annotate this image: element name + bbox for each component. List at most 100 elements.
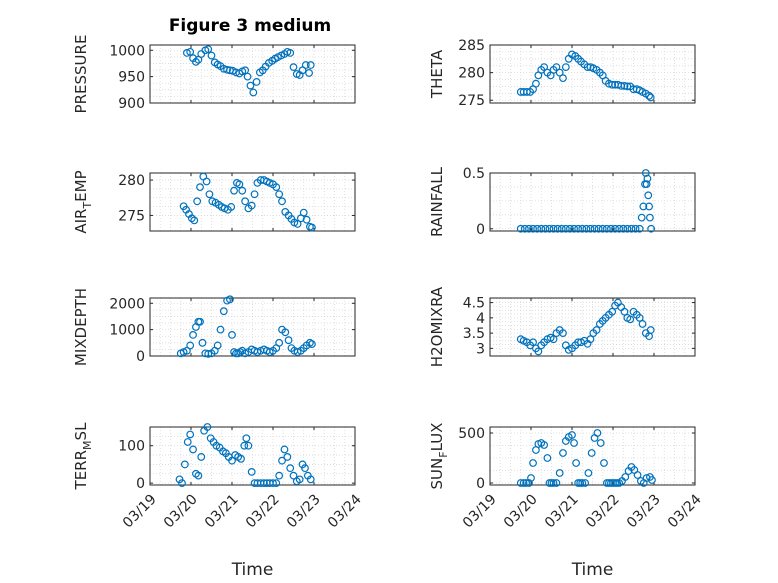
data-series [516,50,655,102]
y-tick-label: 0.5 [463,166,485,182]
y-tick-label: 4.5 [463,296,485,312]
axes-box [489,44,696,104]
data-point [180,460,189,469]
data-point [295,475,304,484]
data-point [252,78,261,86]
data-point [561,224,570,233]
data-point [638,320,647,328]
x-axis-label: Time [571,560,614,580]
data-point [593,429,602,437]
y-tick-label: 100 [118,439,145,455]
data-point [646,326,655,334]
data-point [275,190,284,199]
data-point [620,307,629,316]
grid [490,172,695,231]
data-point [611,224,619,233]
data-point [198,338,207,347]
data-point [566,224,574,233]
data-point [600,459,608,467]
data-point [247,201,256,210]
data-point [242,434,251,443]
data-point [275,471,284,480]
data-point [269,479,277,488]
data-point [522,479,530,487]
data-point [202,177,211,186]
data-point [516,479,525,487]
data-point [260,479,268,488]
data-point [228,456,236,465]
data-point [525,224,533,233]
data-point [302,215,311,224]
y-tick-label: 3.5 [463,326,485,342]
data-point [557,224,566,233]
data-point [587,449,596,457]
data-point [615,224,624,233]
data-point [540,63,549,71]
data-series [182,45,315,97]
data-point [194,471,203,480]
axes-box [489,172,696,232]
data-point [516,224,525,233]
data-point [637,213,646,222]
data-point [602,224,611,233]
data-point [643,174,652,183]
figure-title: Figure 3 medium [169,16,331,36]
data-point [619,224,628,233]
data-point [540,441,549,449]
data-point [570,439,578,447]
data-point [555,68,564,77]
data-point [284,336,293,345]
data-series [175,423,315,488]
data-point [237,454,245,463]
x-tick-label: 03/22 [583,491,623,531]
data-point [207,51,216,60]
data-point [183,438,192,446]
data-point [635,224,644,233]
y-tick-label: 3 [476,341,485,357]
data-point [306,475,315,484]
data-point [532,79,540,88]
data-series [516,429,656,487]
data-point [283,453,292,461]
data-point [249,88,258,97]
y-axis-label: THETA [428,49,446,99]
data-point [227,203,236,211]
data-point [583,63,592,71]
data-point [534,347,543,356]
axes-box [489,297,696,357]
data-point [187,214,196,223]
data-point [244,441,253,450]
y-axis-label: AIRTEMP [72,170,94,233]
grid [150,426,355,485]
data-point [574,224,583,233]
data-point [223,65,231,74]
data-point [529,338,537,347]
data-point [196,317,204,326]
subplot-5: 0 1000 2000 MIXDEPTH [72,288,356,366]
data-point [289,471,298,480]
data-point [189,331,197,339]
data-point [581,479,590,487]
data-series [179,172,316,232]
data-point [644,191,653,200]
data-point [236,348,245,356]
subplot-6: 33.544.5 H2OMIXRA [428,286,696,367]
data-point [226,295,234,304]
data-point [559,449,567,457]
y-tick-label: 2000 [109,296,145,312]
y-tick-label: 950 [118,70,145,86]
data-point [246,81,255,90]
y-tick-label: 285 [458,38,485,54]
data-point [645,202,653,211]
x-tick-label: 03/19 [460,491,500,531]
subplot-4: 0 0.5 RAINFALL [428,166,696,238]
data-point [281,328,290,337]
data-point [549,479,558,487]
x-axis-label: Time [231,560,274,580]
data-point [592,326,601,334]
subplot-7: 0 100 03/19 03/20 03/21 03/22 03/23 03/24 TERRMS… [72,422,365,580]
axes-box [149,426,356,486]
data-point [631,224,640,233]
y-axis-label: SUNFLUX [428,423,450,490]
